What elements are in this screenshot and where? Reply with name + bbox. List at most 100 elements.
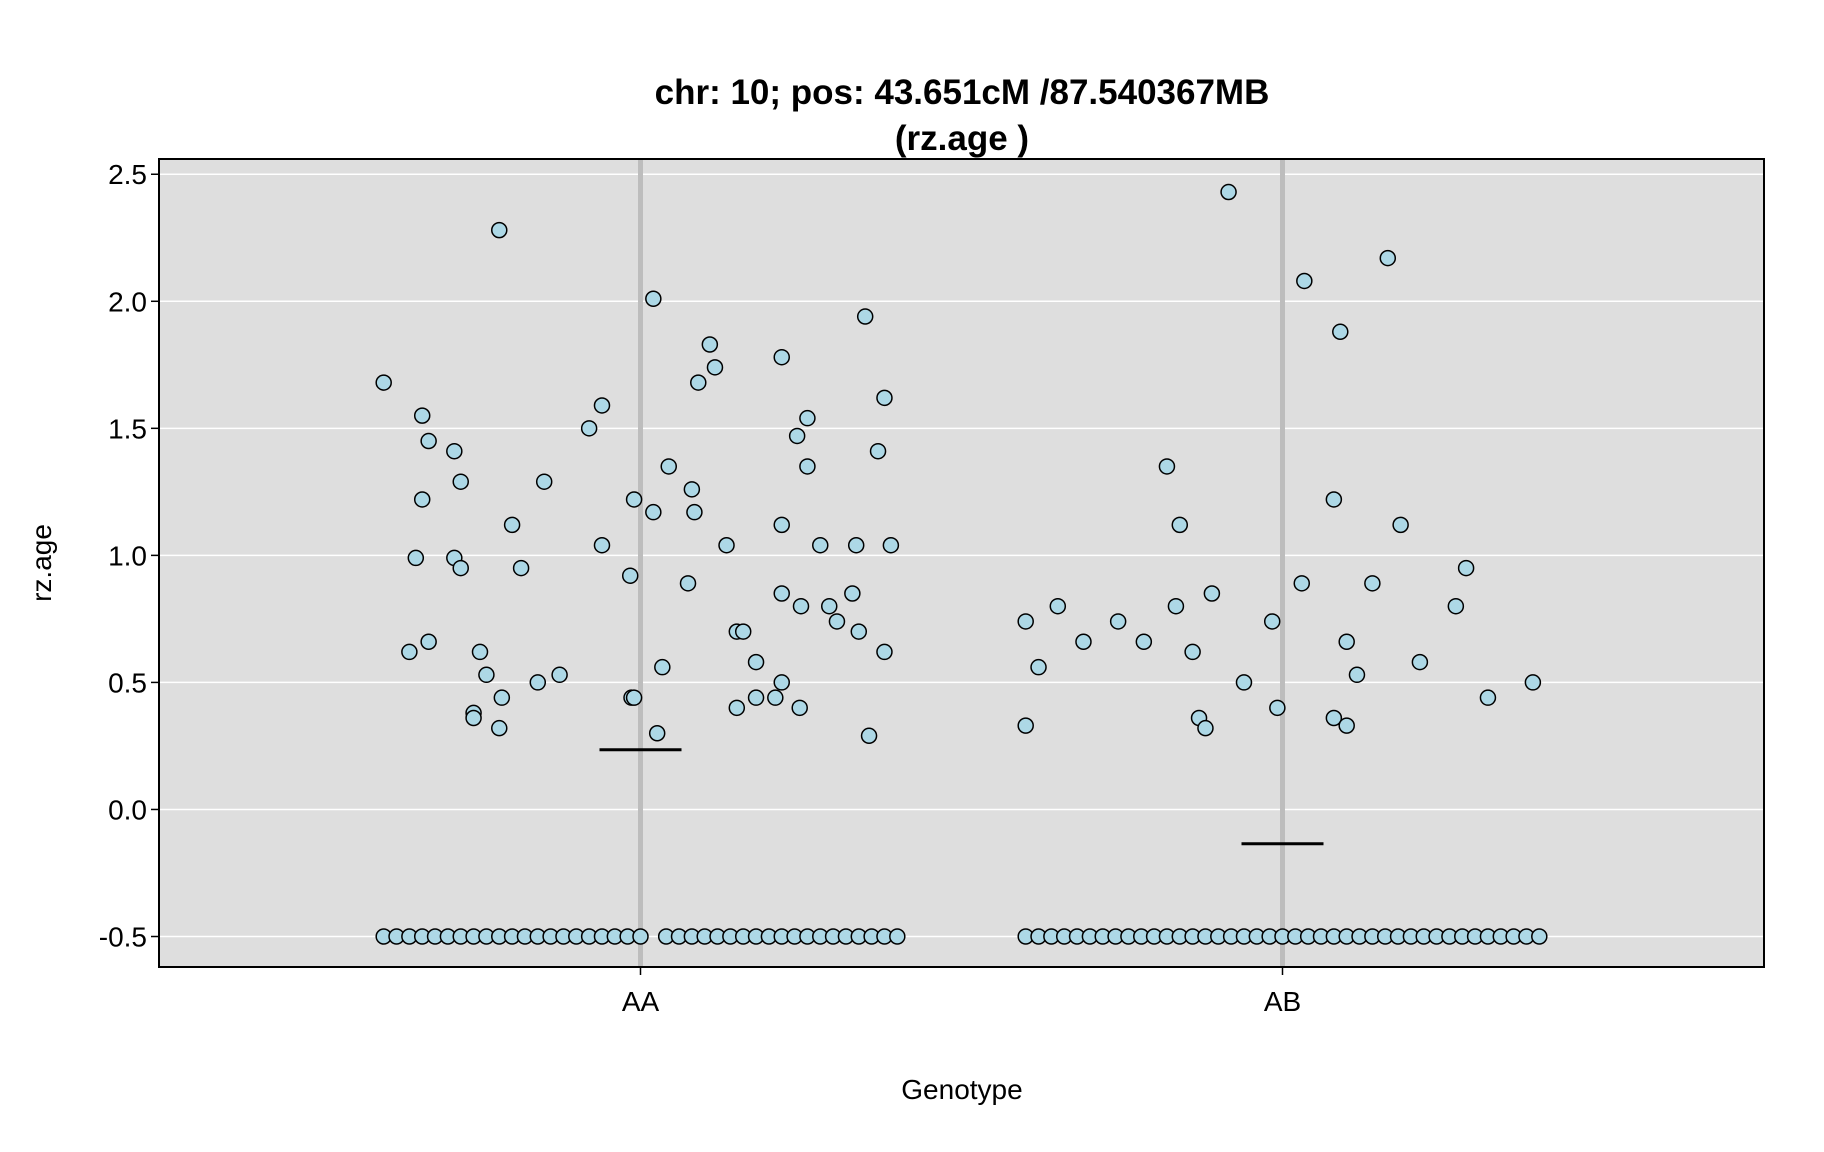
data-point (413, 491, 431, 508)
data-point (1296, 272, 1313, 290)
category-lines (638, 159, 1285, 967)
data-point (683, 481, 701, 498)
data-point (593, 397, 611, 414)
data-point (747, 653, 765, 671)
data-point (529, 674, 547, 691)
y-tick-label: 1.0 (108, 540, 147, 571)
data-point (1447, 597, 1465, 615)
data-point (1392, 516, 1409, 534)
data-point (420, 633, 437, 651)
data-point (1293, 575, 1311, 592)
x-axis-label: Genotype (901, 1074, 1022, 1105)
data-point (1135, 633, 1153, 651)
y-axis-ticks: -0.5 0.0 0.5 1.0 1.5 2.0 2.5 (99, 159, 159, 953)
data-point (847, 536, 865, 554)
data-point (1411, 653, 1429, 671)
data-point (1171, 516, 1189, 534)
data-point (773, 516, 790, 534)
data-point (503, 516, 521, 534)
data-point (1220, 183, 1237, 201)
data-point (375, 374, 392, 391)
plot-border (158, 158, 1765, 968)
data-point (773, 674, 790, 691)
data-point (625, 689, 643, 706)
y-tick-label: 1.5 (108, 413, 147, 444)
data-point (1269, 699, 1286, 717)
y-tick-label: 2.5 (108, 159, 147, 190)
x-tick-label: AB (1264, 986, 1301, 1017)
data-point (1524, 674, 1542, 691)
data-point (452, 559, 469, 577)
data-point (1379, 249, 1397, 267)
data-point (491, 719, 508, 737)
data-point (679, 575, 697, 592)
data-point (686, 503, 703, 521)
data-point (401, 643, 418, 661)
grid-lines (159, 173, 1764, 938)
x-tick-label: AA (622, 986, 660, 1017)
data-point (773, 585, 790, 602)
chart-title-line2: (rz.age ) (895, 119, 1029, 158)
y-tick-label: 0.5 (108, 667, 147, 698)
data-point (580, 420, 598, 437)
data-point (1017, 613, 1034, 630)
data-point (734, 623, 752, 640)
data-point (1348, 666, 1366, 684)
data-point (728, 699, 746, 717)
data-point (632, 928, 649, 945)
data-point (828, 613, 846, 630)
data-point (820, 597, 838, 615)
data-point (1158, 458, 1176, 475)
data-point (593, 536, 611, 554)
data-point (799, 458, 816, 475)
data-point (645, 290, 662, 307)
y-tick-label: 2.0 (108, 286, 147, 317)
data-point (792, 597, 810, 615)
data-point (1338, 633, 1355, 651)
data-point (471, 643, 489, 661)
data-point (876, 643, 893, 661)
data-point (645, 503, 662, 521)
data-point (1263, 613, 1281, 630)
plot-panel (159, 159, 1764, 967)
data-point (876, 389, 893, 407)
data-point (701, 336, 719, 353)
data-point (551, 666, 568, 684)
data-point (1332, 323, 1349, 341)
data-point (773, 348, 790, 366)
data-point (512, 559, 530, 577)
data-point (1197, 719, 1214, 737)
data-point (420, 432, 437, 450)
data-point (844, 585, 861, 602)
data-point (1457, 559, 1475, 577)
data-point (788, 427, 806, 445)
data-point (478, 666, 495, 684)
data-point (625, 491, 643, 508)
data-point (660, 458, 677, 475)
data-point (1364, 575, 1381, 592)
data-point (1203, 585, 1221, 602)
data-point (1184, 643, 1201, 661)
data-point (747, 689, 765, 706)
y-tick-label: 0.0 (108, 794, 147, 825)
y-axis-label: rz.age (26, 524, 57, 602)
data-point (407, 549, 425, 567)
data-point (1049, 597, 1067, 615)
data-point (413, 407, 431, 424)
data-point (706, 359, 724, 376)
data-point (1030, 658, 1047, 676)
data-point (452, 473, 469, 490)
data-point (812, 536, 829, 554)
data-points (375, 183, 1548, 945)
data-point (856, 308, 874, 325)
data-point (850, 623, 868, 640)
data-point (1017, 717, 1034, 734)
data-point (1109, 613, 1127, 630)
data-point (799, 409, 816, 427)
mean-lines (599, 748, 1324, 846)
data-point (1235, 674, 1253, 691)
data-point (791, 699, 808, 717)
data-point (446, 442, 463, 460)
data-point (767, 689, 784, 706)
